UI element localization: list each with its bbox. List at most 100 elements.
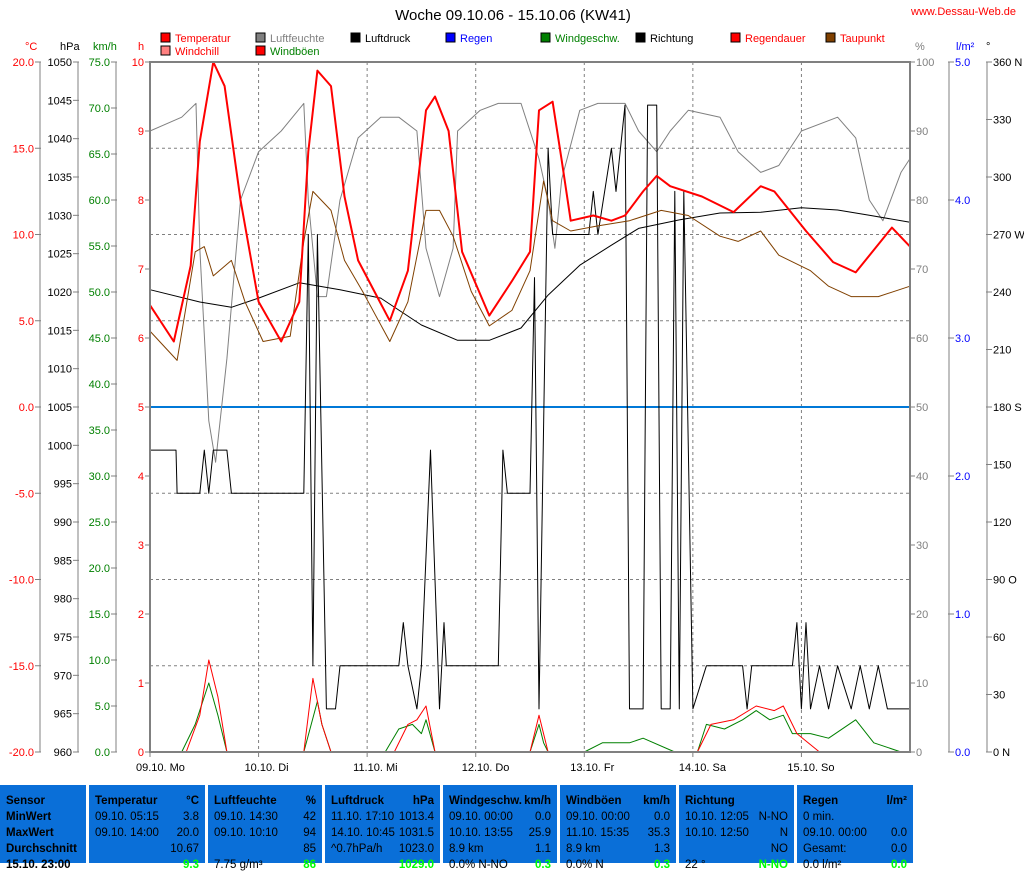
stats-cell-value: 42 bbox=[303, 811, 316, 823]
stats-cell-value: N-NO bbox=[758, 811, 788, 823]
direction-tick-label: 270 W bbox=[993, 230, 1024, 242]
stats-row: 14.10. 10:45 1031.5 bbox=[331, 825, 434, 841]
rain-tick-label: 1.0 bbox=[955, 609, 970, 621]
legend-label: Windgeschw. bbox=[555, 33, 620, 45]
hours-tick-label: 9 bbox=[138, 126, 144, 138]
stats-row: 11.10. 17:10 1013.4 bbox=[331, 809, 434, 825]
pressure-tick-label: 980 bbox=[54, 594, 72, 606]
stats-cell-value: 0.0 bbox=[654, 811, 670, 823]
pressure-tick-label: 970 bbox=[54, 670, 72, 682]
stats-column-luftdruck: Luftdruck hPa 11.10. 17:10 1013.4 14.10. 10:… bbox=[325, 785, 440, 871]
stats-cell-value: 0.0 bbox=[891, 859, 907, 871]
column-unit: l/m² bbox=[886, 795, 907, 807]
stats-row: 0.0 l/m² 0.0 bbox=[803, 857, 907, 873]
direction-tick-label: 330 bbox=[993, 115, 1011, 127]
hours-tick-label: 4 bbox=[138, 471, 144, 483]
legend-label: Windchill bbox=[175, 46, 219, 58]
stats-cell-value: 10.67 bbox=[170, 843, 199, 855]
wind-tick-label: 5.0 bbox=[95, 701, 110, 713]
sensor-row-label: Durchschnitt bbox=[6, 843, 77, 855]
wind-tick-label: 55.0 bbox=[89, 241, 110, 253]
rain-tick-label: 3.0 bbox=[955, 333, 970, 345]
pressure-tick-label: 990 bbox=[54, 517, 72, 529]
wind-tick-label: 15.0 bbox=[89, 609, 110, 621]
stats-cell-label: 0.0% N-NO bbox=[449, 859, 508, 871]
legend: Temperatur Luftfeuchte Luftdruck Regen Windg… bbox=[160, 32, 885, 58]
stats-row: 09.10. 14:30 42 bbox=[214, 809, 316, 825]
stats-cell-value: 0.0 bbox=[891, 827, 907, 839]
pressure-tick-label: 975 bbox=[54, 632, 72, 644]
series-windgeschw-line bbox=[150, 682, 910, 753]
stats-row: 0 min. bbox=[803, 809, 907, 825]
pressure-axis-unit: hPa bbox=[60, 41, 80, 53]
legend-label: Temperatur bbox=[175, 33, 231, 45]
stats-cell-label: 10.10. 12:05 bbox=[685, 811, 749, 823]
pressure-tick-label: 995 bbox=[54, 479, 72, 491]
legend-label: Regendauer bbox=[745, 33, 806, 45]
stats-cell-value: 9.3 bbox=[183, 859, 199, 871]
stats-cell-value: NO bbox=[770, 843, 788, 855]
legend-swatch-4 bbox=[540, 32, 551, 43]
stats-cell-label: 09.10. 10:10 bbox=[214, 827, 278, 839]
stats-column-richtung: Richtung 10.10. 12:05 N-NO 10.10. 12:50 N NO 2… bbox=[679, 785, 794, 871]
wind-tick-label: 70.0 bbox=[89, 103, 110, 115]
humidity-tick-label: 10 bbox=[916, 678, 928, 690]
legend-label: Richtung bbox=[650, 33, 693, 45]
series-luftfeuchte-line bbox=[149, 102, 911, 463]
wind-tick-label: 30.0 bbox=[89, 471, 110, 483]
rain-tick-label: 0.0 bbox=[955, 747, 970, 759]
stats-cell-label: 0.0% N bbox=[566, 859, 604, 871]
series-windb-en-line bbox=[150, 659, 910, 753]
stats-cell-value: 35.3 bbox=[647, 827, 670, 839]
direction-tick-label: 360 N bbox=[993, 57, 1022, 69]
humidity-tick-label: 50 bbox=[916, 402, 928, 414]
direction-tick-label: 210 bbox=[993, 345, 1011, 357]
column-title: Richtung bbox=[685, 795, 735, 807]
temp-tick-label: -15.0 bbox=[9, 661, 34, 673]
pressure-tick-label: 1050 bbox=[48, 57, 72, 69]
stats-row: 10.10. 12:50 N bbox=[685, 825, 788, 841]
column-title: Luftdruck bbox=[331, 795, 385, 807]
stats-row: 10.10. 12:05 N-NO bbox=[685, 809, 788, 825]
stats-row: 09.10. 10:10 94 bbox=[214, 825, 316, 841]
column-title: Regen bbox=[803, 795, 839, 807]
stats-column-regen: Regen l/m² 0 min. 09.10. 00:00 0.0 Gesamt: 0.0… bbox=[797, 785, 913, 871]
stats-row: 09.10. 00:00 0.0 bbox=[803, 825, 907, 841]
temp-tick-label: 10.0 bbox=[13, 230, 34, 242]
series bbox=[149, 61, 911, 753]
column-header: Richtung bbox=[685, 793, 788, 809]
pressure-tick-label: 1005 bbox=[48, 402, 72, 414]
column-header: Luftdruck hPa bbox=[331, 793, 434, 809]
wind-tick-label: 0.0 bbox=[95, 747, 110, 759]
site-link[interactable]: www.Dessau-Web.de bbox=[910, 6, 1016, 18]
stats-column-temperatur: Temperatur °C 09.10. 05:15 3.8 09.10. 14:00 2… bbox=[89, 785, 205, 871]
humidity-tick-label: 100 bbox=[916, 57, 934, 69]
stats-cell-label: 09.10. 00:00 bbox=[803, 827, 867, 839]
column-title: Windgeschw. bbox=[449, 795, 522, 807]
x-tick-label: 09.10. Mo bbox=[136, 762, 185, 774]
hours-tick-label: 10 bbox=[132, 57, 144, 69]
wind-tick-label: 45.0 bbox=[89, 333, 110, 345]
humidity-tick-label: 80 bbox=[916, 195, 928, 207]
stats-row: 85 bbox=[214, 841, 316, 857]
legend-label: Luftdruck bbox=[365, 33, 411, 45]
hours-tick-label: 6 bbox=[138, 333, 144, 345]
stats-row: 11.10. 15:35 35.3 bbox=[566, 825, 670, 841]
legend-label: Regen bbox=[460, 33, 492, 45]
x-tick-label: 12.10. Do bbox=[462, 762, 510, 774]
direction-tick-label: 240 bbox=[993, 287, 1011, 299]
weather-chart: Woche 09.10.06 - 15.10.06 (KW41) www.Des… bbox=[9, 6, 1024, 774]
pressure-tick-label: 1015 bbox=[48, 325, 72, 337]
column-unit: km/h bbox=[643, 795, 670, 807]
humidity-tick-label: 20 bbox=[916, 609, 928, 621]
wind-tick-label: 20.0 bbox=[89, 563, 110, 575]
direction-tick-label: 300 bbox=[993, 172, 1011, 184]
legend-label: Luftfeuchte bbox=[270, 33, 324, 45]
x-tick-label: 11.10. Mi bbox=[353, 762, 397, 774]
stats-cell-label: 0.0 l/m² bbox=[803, 859, 842, 871]
rain-tick-label: 2.0 bbox=[955, 471, 970, 483]
humidity-tick-label: 40 bbox=[916, 471, 928, 483]
stats-row: 8.9 km 1.3 bbox=[566, 841, 670, 857]
hours-tick-label: 0 bbox=[138, 747, 144, 759]
direction-tick-label: 120 bbox=[993, 517, 1011, 529]
